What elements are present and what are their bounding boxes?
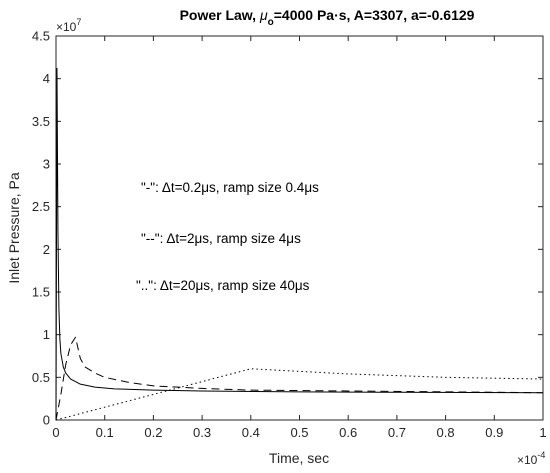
x-axis-label: Time, sec [269, 450, 329, 466]
y-exponent-label: ×107 [56, 17, 81, 34]
y-tick-label: 1 [43, 327, 50, 342]
series-line-dashed [55, 336, 544, 421]
y-tick-label: 4 [43, 71, 50, 86]
x-tick-label: 0.4 [242, 425, 260, 440]
plot-area [55, 35, 544, 421]
x-tick-label: 0.2 [144, 425, 162, 440]
x-tick-label: 0.3 [193, 425, 211, 440]
x-tick-label: 0.5 [290, 425, 308, 440]
y-tick-label: 2.5 [32, 199, 50, 214]
annotation-dotted: "..": Δt=20μs, ramp size 40μs [136, 278, 310, 293]
y-tick-label: 4.5 [32, 29, 50, 44]
x-exponent-label: ×10-4 [517, 450, 545, 467]
y-tick-label: 3.5 [32, 114, 50, 129]
annotation-solid: "-": Δt=0.2μs, ramp size 0.4μs [141, 180, 319, 195]
y-tick-label: 1.5 [32, 285, 50, 300]
x-tick-label: 0.1 [96, 425, 114, 440]
y-axis-label: Inlet Pressure, Pa [6, 172, 22, 283]
series-line-solid [55, 67, 544, 421]
series-group [55, 67, 544, 421]
y-tick-label: 3 [43, 157, 50, 172]
y-tick-label: 2 [43, 242, 50, 257]
y-tick-label: 0.5 [32, 370, 50, 385]
x-tick-label: 0 [52, 425, 59, 440]
annotation-dashed: "--": Δt=2μs, ramp size 4μs [141, 231, 301, 246]
x-tick-label: 0.9 [485, 425, 503, 440]
x-tick-label: 0.8 [437, 425, 455, 440]
y-tick-label: 0 [43, 413, 50, 428]
x-tick-label: 0.7 [388, 425, 406, 440]
x-tick-label: 0.6 [339, 425, 357, 440]
x-tick-label: 1 [539, 425, 546, 440]
y-axis-ticks: 0 0.5 1 1.5 2 2.5 3 3.5 4 4.5 [32, 29, 543, 428]
chart-title: Power Law, μo=4000 Pa·s, A=3307, a=-0.61… [180, 7, 475, 28]
x-axis-ticks: 0 0.1 0.2 0.3 0.4 0.5 0.6 0.7 0.8 0.9 1 [52, 36, 547, 440]
